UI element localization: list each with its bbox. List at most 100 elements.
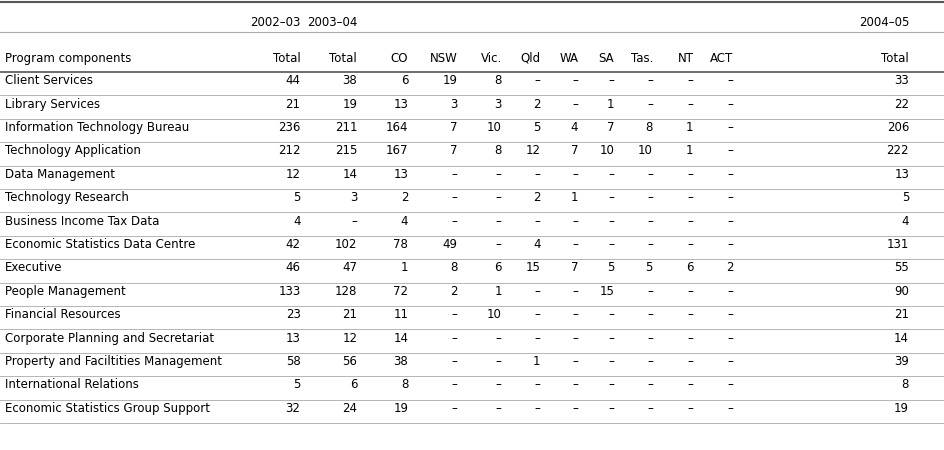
Text: –: – (608, 355, 614, 368)
Text: 72: 72 (393, 285, 408, 298)
Text: WA: WA (559, 52, 578, 65)
Text: –: – (496, 168, 501, 181)
Text: 4: 4 (532, 238, 540, 251)
Text: 215: 215 (334, 144, 357, 158)
Text: –: – (647, 168, 652, 181)
Text: 1: 1 (570, 191, 578, 204)
Text: 7: 7 (570, 144, 578, 158)
Text: Business Income Tax Data: Business Income Tax Data (5, 215, 159, 228)
Text: People Management: People Management (5, 285, 126, 298)
Text: Property and Faciltities Management: Property and Faciltities Management (5, 355, 222, 368)
Text: –: – (534, 168, 540, 181)
Text: –: – (647, 402, 652, 415)
Text: 7: 7 (606, 121, 614, 134)
Text: Tas.: Tas. (630, 52, 652, 65)
Text: 7: 7 (449, 121, 457, 134)
Text: 8: 8 (645, 121, 652, 134)
Text: –: – (727, 74, 733, 87)
Text: 222: 222 (885, 144, 908, 158)
Text: –: – (534, 402, 540, 415)
Text: 4: 4 (570, 121, 578, 134)
Text: 56: 56 (342, 355, 357, 368)
Text: 19: 19 (442, 74, 457, 87)
Text: –: – (534, 332, 540, 345)
Text: –: – (727, 355, 733, 368)
Text: –: – (496, 402, 501, 415)
Text: –: – (572, 308, 578, 321)
Text: 212: 212 (278, 144, 300, 158)
Text: 38: 38 (342, 74, 357, 87)
Text: International Relations: International Relations (5, 378, 139, 392)
Text: 5: 5 (532, 121, 540, 134)
Text: Data Management: Data Management (5, 168, 114, 181)
Text: –: – (687, 308, 693, 321)
Text: 15: 15 (598, 285, 614, 298)
Text: 3: 3 (349, 191, 357, 204)
Text: –: – (647, 308, 652, 321)
Text: 24: 24 (342, 402, 357, 415)
Text: 46: 46 (285, 261, 300, 274)
Text: –: – (496, 191, 501, 204)
Text: Total: Total (273, 52, 300, 65)
Text: –: – (647, 98, 652, 111)
Text: –: – (647, 332, 652, 345)
Text: –: – (727, 121, 733, 134)
Text: 15: 15 (525, 261, 540, 274)
Text: 12: 12 (525, 144, 540, 158)
Text: –: – (727, 285, 733, 298)
Text: 33: 33 (893, 74, 908, 87)
Text: 38: 38 (393, 355, 408, 368)
Text: 58: 58 (285, 355, 300, 368)
Text: 3: 3 (494, 98, 501, 111)
Text: 12: 12 (285, 168, 300, 181)
Text: Technology Research: Technology Research (5, 191, 128, 204)
Text: 1: 1 (685, 144, 693, 158)
Text: 21: 21 (285, 98, 300, 111)
Text: Qld: Qld (520, 52, 540, 65)
Text: 5: 5 (293, 378, 300, 392)
Text: 8: 8 (901, 378, 908, 392)
Text: 3: 3 (449, 98, 457, 111)
Text: –: – (687, 378, 693, 392)
Text: 39: 39 (893, 355, 908, 368)
Text: Total: Total (881, 52, 908, 65)
Text: Client Services: Client Services (5, 74, 93, 87)
Text: 19: 19 (342, 98, 357, 111)
Text: 131: 131 (885, 238, 908, 251)
Text: –: – (351, 215, 357, 228)
Text: –: – (572, 215, 578, 228)
Text: 1: 1 (685, 121, 693, 134)
Text: 19: 19 (393, 402, 408, 415)
Text: Vic.: Vic. (480, 52, 501, 65)
Text: –: – (572, 332, 578, 345)
Text: 47: 47 (342, 261, 357, 274)
Text: 1: 1 (494, 285, 501, 298)
Text: –: – (687, 98, 693, 111)
Text: 13: 13 (893, 168, 908, 181)
Text: –: – (727, 402, 733, 415)
Text: 8: 8 (449, 261, 457, 274)
Text: –: – (647, 355, 652, 368)
Text: –: – (608, 74, 614, 87)
Text: –: – (647, 191, 652, 204)
Text: 5: 5 (901, 191, 908, 204)
Text: 14: 14 (893, 332, 908, 345)
Text: NSW: NSW (430, 52, 457, 65)
Text: –: – (727, 332, 733, 345)
Text: –: – (496, 215, 501, 228)
Text: Technology Application: Technology Application (5, 144, 141, 158)
Text: –: – (687, 168, 693, 181)
Text: –: – (727, 308, 733, 321)
Text: Program components: Program components (5, 52, 131, 65)
Text: –: – (608, 402, 614, 415)
Text: –: – (727, 238, 733, 251)
Text: –: – (647, 285, 652, 298)
Text: –: – (572, 168, 578, 181)
Text: 55: 55 (893, 261, 908, 274)
Text: –: – (687, 215, 693, 228)
Text: –: – (534, 308, 540, 321)
Text: –: – (647, 74, 652, 87)
Text: 11: 11 (393, 308, 408, 321)
Text: 4: 4 (901, 215, 908, 228)
Text: –: – (496, 378, 501, 392)
